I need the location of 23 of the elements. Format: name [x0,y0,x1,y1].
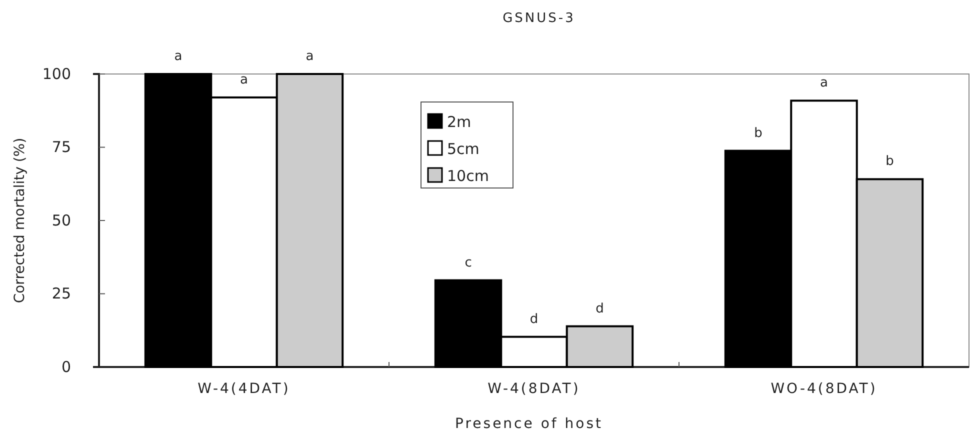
x-tick-label: W-4(4DAT) [198,380,290,397]
data-label: c [464,255,472,270]
x-axis-title: Presence of host [455,416,603,432]
legend-label: 5cm [447,140,480,158]
data-label: b [886,154,894,170]
data-label: a [820,76,828,91]
y-tick-label: 0 [61,358,71,376]
x-tick-label: W-4(8DAT) [488,380,580,397]
data-label: a [174,49,182,64]
legend-label: 10cm [447,167,489,185]
y-tick-label: 25 [52,284,71,303]
chart-title: GSNUS-3 [502,11,576,26]
data-label: a [240,72,248,88]
legend-label: 2m [447,113,472,131]
x-tick-label: WO-4(8DAT) [770,380,878,397]
y-tick-label: 50 [52,211,71,230]
data-label: d [530,312,538,327]
data-label: a [306,49,314,64]
y-tick-label: 100 [42,64,71,83]
data-label: d [596,301,604,316]
y-axis-title: Corrected mortality (%) [12,138,28,304]
data-label: b [754,126,762,141]
y-tick-label: 75 [52,138,71,156]
